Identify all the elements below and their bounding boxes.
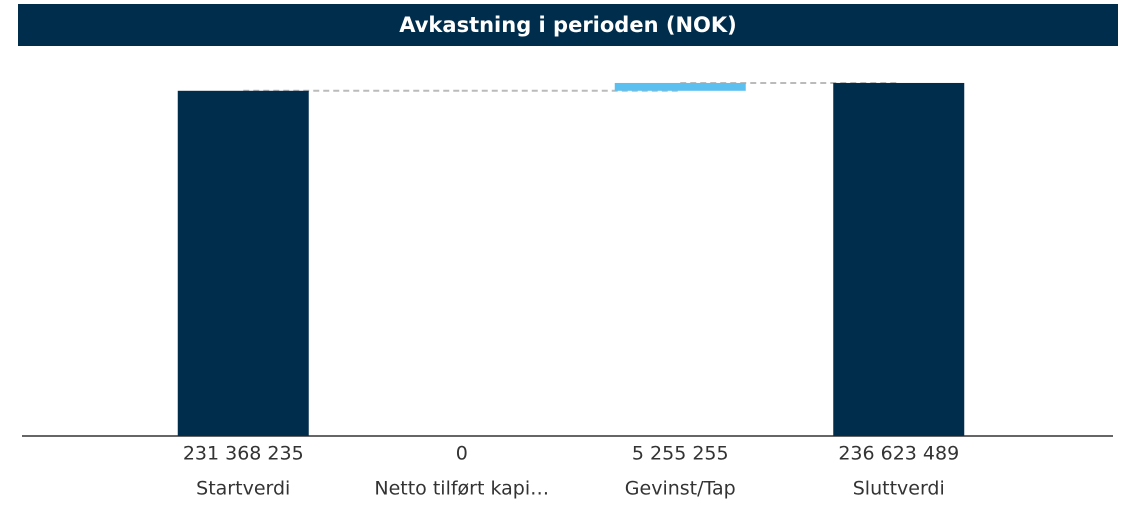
x-tick-label: Startverdi [196,478,290,500]
title-bar [18,4,1118,46]
x-tick-label: Netto tilført kapi… [374,478,549,500]
bar [177,90,309,437]
x-tick-label: Gevinst/Tap [625,478,736,500]
value-label: 236 623 489 [838,443,959,465]
x-tick-label: Sluttverdi [853,478,945,500]
value-label: 231 368 235 [183,443,304,465]
bar [833,82,965,436]
bar [614,82,746,91]
value-label: 5 255 255 [632,443,729,465]
chart-title: Avkastning i perioden (NOK) [399,13,737,37]
value-label: 0 [456,443,468,465]
